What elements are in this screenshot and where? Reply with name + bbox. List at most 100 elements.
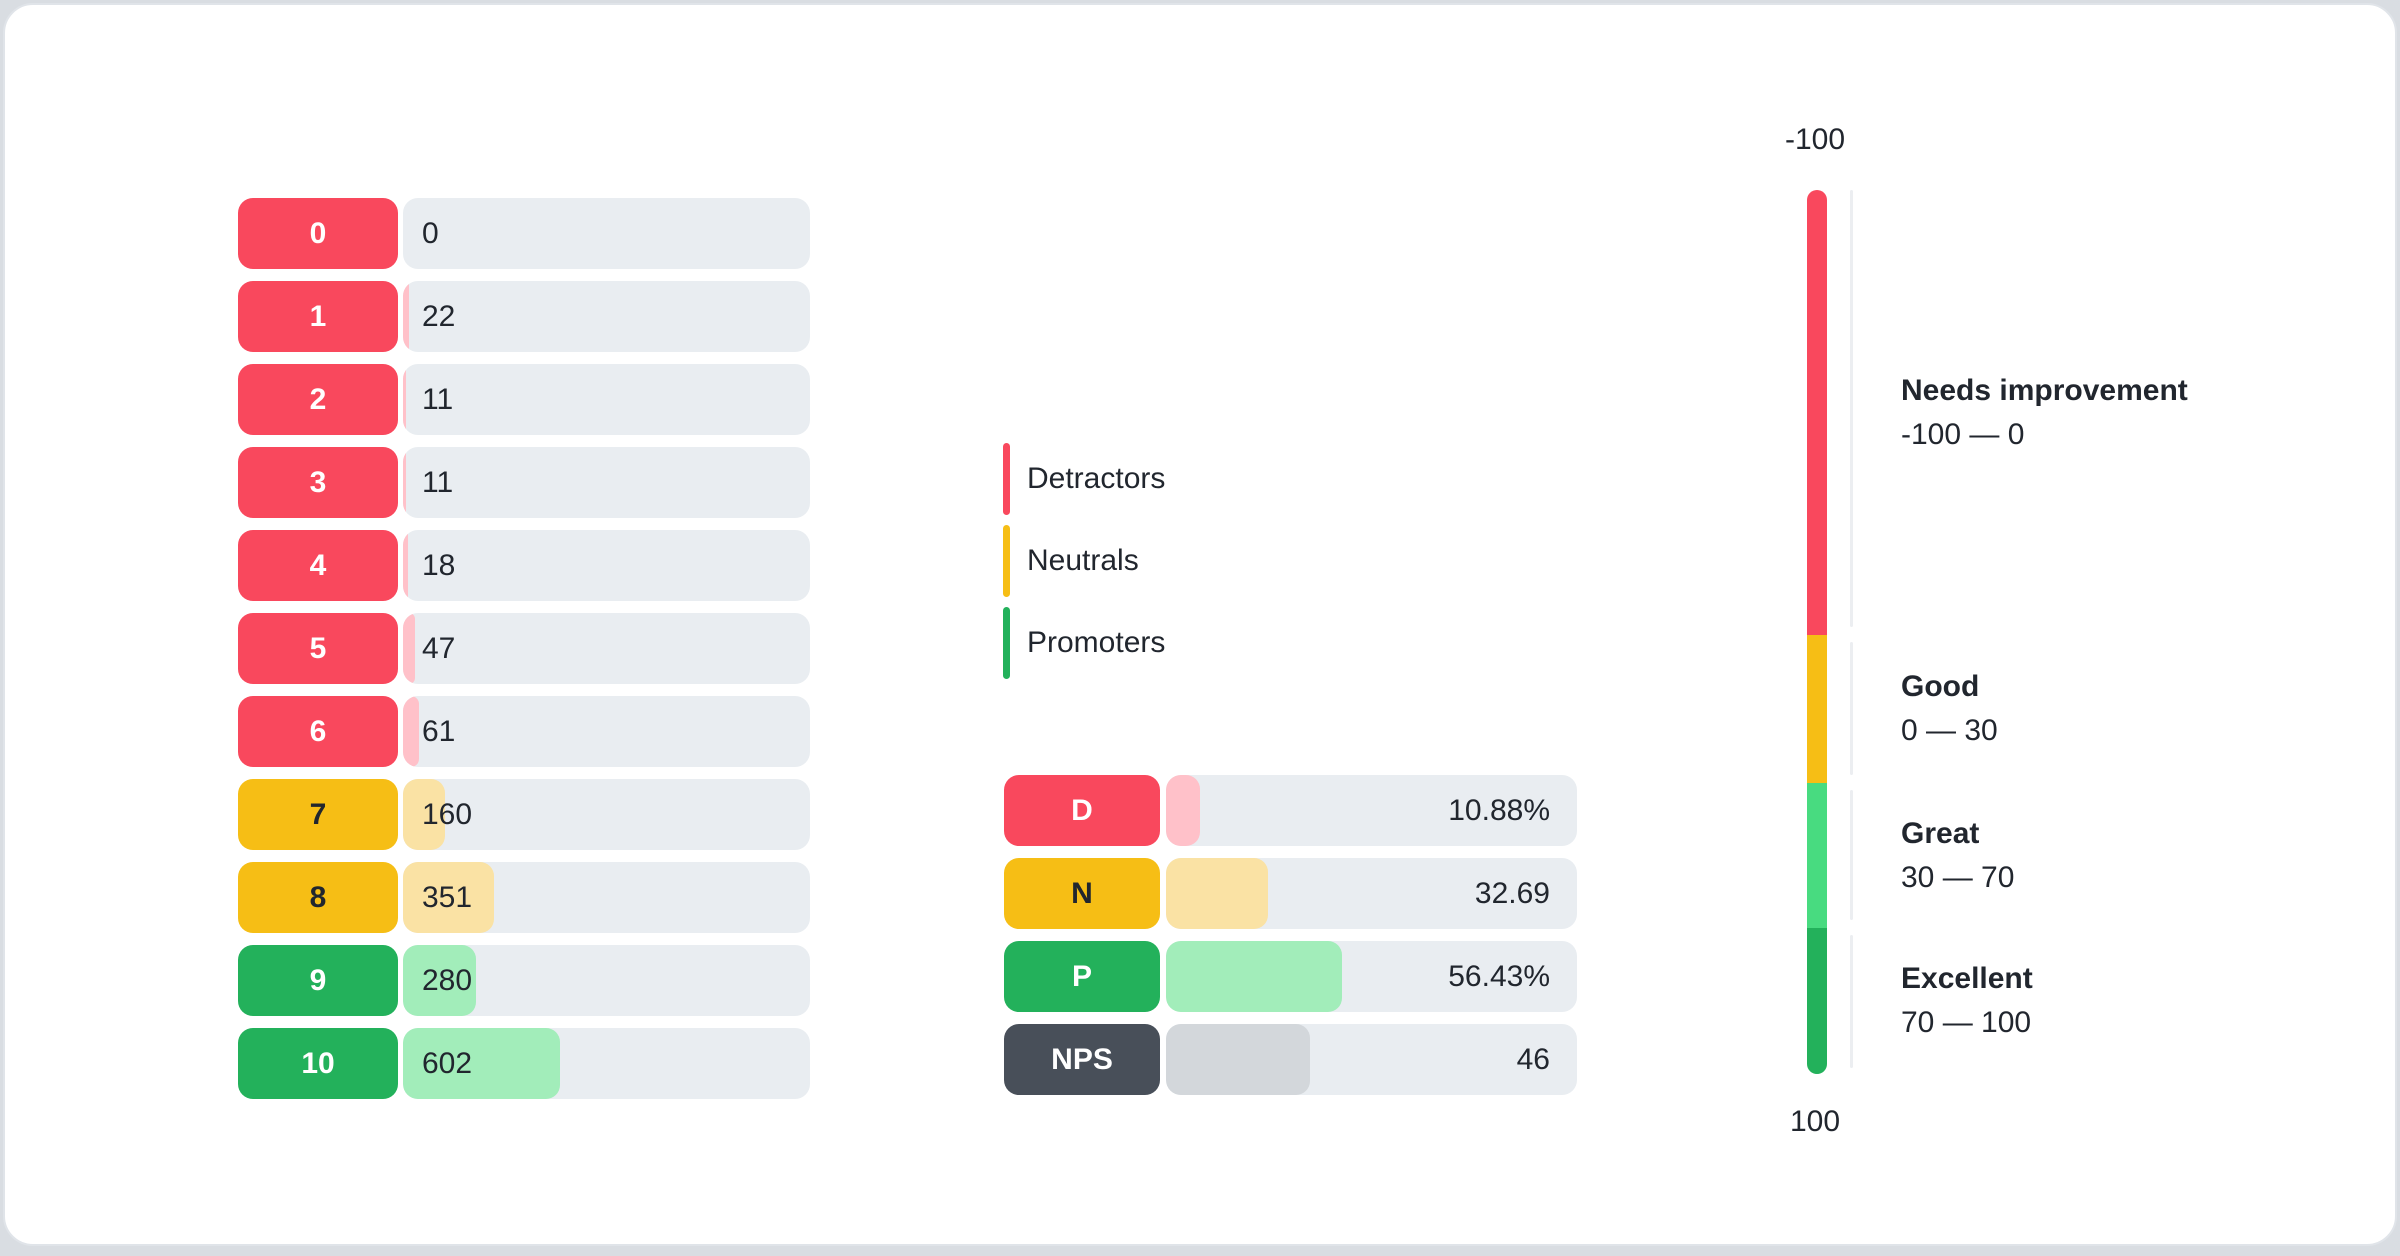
score-track: 11	[403, 447, 810, 518]
summary-d-value: 10.88%	[1448, 793, 1550, 827]
score-count: 602	[422, 1046, 473, 1080]
score-count: 18	[422, 548, 456, 582]
zone-range: -100 — 0	[1901, 417, 2025, 451]
summary-p-row: P 56.43%	[1004, 941, 1577, 1012]
score-track: 351	[403, 862, 810, 933]
score-track: 11	[403, 364, 810, 435]
score-count: 11	[422, 382, 454, 416]
score-count: 0	[422, 216, 439, 250]
score-row: 6 61	[238, 696, 810, 767]
gauge-segment-green_bright	[1807, 783, 1827, 928]
gauge-axis-segment	[1850, 790, 1853, 920]
summary-nps-badge: NPS	[1004, 1024, 1160, 1095]
summary-n-fill	[1166, 858, 1269, 929]
score-track: 22	[403, 281, 810, 352]
score-count: 280	[422, 963, 473, 997]
score-fill	[403, 779, 445, 850]
summary-n-badge: N	[1004, 858, 1160, 929]
gauge-zone-label: Needs improvement -100 — 0	[1901, 369, 2188, 457]
score-badge: 10	[238, 1028, 398, 1099]
gauge-zone-label: Good 0 — 30	[1901, 665, 1998, 753]
gauge-axis-segment	[1850, 642, 1853, 775]
legend-label: Detractors	[1027, 462, 1166, 495]
summary-p-fill	[1166, 941, 1343, 1012]
neutral-swatch	[1003, 525, 1010, 597]
score-fill	[403, 1028, 560, 1099]
gauge-axis-segment	[1850, 190, 1853, 627]
gauge-bar	[1807, 190, 1827, 1074]
summary-n-track: 32.69	[1166, 858, 1577, 929]
gauge-max-negative-label: -100	[1784, 123, 1846, 156]
legend-item-neutral: Neutrals	[1003, 525, 1139, 597]
score-row: 8 351	[238, 862, 810, 933]
summary-d-row: D 10.88%	[1004, 775, 1577, 846]
legend-label: Neutrals	[1027, 544, 1139, 577]
score-fill	[403, 613, 416, 684]
score-count: 61	[422, 714, 456, 748]
summary-nps-fill	[1166, 1024, 1310, 1095]
score-row: 7 160	[238, 779, 810, 850]
gauge-segment-green	[1807, 928, 1827, 1074]
score-count: 160	[422, 797, 473, 831]
summary-nps-value: 46	[1516, 1042, 1550, 1076]
score-track: 160	[403, 779, 810, 850]
score-badge: 1	[238, 281, 398, 352]
zone-name: Great	[1901, 816, 1980, 850]
score-badge: 9	[238, 945, 398, 1016]
score-count: 351	[422, 880, 473, 914]
score-count: 47	[422, 631, 456, 665]
gauge-segment-red	[1807, 190, 1827, 635]
score-count: 22	[422, 299, 456, 333]
zone-range: 0 — 30	[1901, 714, 1998, 747]
score-track: 280	[403, 945, 810, 1016]
score-fill	[403, 364, 406, 435]
score-fill	[403, 530, 408, 601]
nps-report-card: 0 0 1 22 2 11 3 11 4 18 5 47 6 61 7 160 8 351 9 280 10 602 De…	[3, 3, 2397, 1246]
score-badge: 6	[238, 696, 398, 767]
score-badge: 2	[238, 364, 398, 435]
zone-name: Needs improvement	[1901, 373, 2188, 407]
score-row: 4 18	[238, 530, 810, 601]
summary-p-badge: P	[1004, 941, 1160, 1012]
gauge-zone-label: Excellent 70 — 100	[1901, 957, 2033, 1045]
gauge-max-positive-label: 100	[1789, 1105, 1841, 1138]
summary-p-track: 56.43%	[1166, 941, 1577, 1012]
summary-n-value: 32.69	[1474, 876, 1550, 910]
score-row: 1 22	[238, 281, 810, 352]
score-track: 47	[403, 613, 810, 684]
score-fill	[403, 945, 476, 1016]
legend-item-promoter: Promoters	[1003, 607, 1165, 679]
zone-name: Excellent	[1901, 962, 2033, 995]
legend-item-detractor: Detractors	[1003, 443, 1165, 515]
score-fill	[403, 447, 406, 518]
zone-range: 30 — 70	[1901, 860, 2015, 894]
summary-d-badge: D	[1004, 775, 1160, 846]
score-fill	[403, 862, 495, 933]
score-badge: 0	[238, 198, 398, 269]
score-badge: 4	[238, 530, 398, 601]
gauge-zone-label: Great 30 — 70	[1901, 812, 2014, 900]
summary-n-row: N 32.69	[1004, 858, 1577, 929]
detractor-swatch	[1003, 443, 1010, 515]
zone-name: Good	[1901, 670, 1980, 703]
score-row: 10 602	[238, 1028, 810, 1099]
score-row: 5 47	[238, 613, 810, 684]
score-badge: 7	[238, 779, 398, 850]
gauge-axis-segment	[1850, 935, 1853, 1068]
score-badge: 3	[238, 447, 398, 518]
score-count: 11	[422, 465, 454, 499]
score-track: 18	[403, 530, 810, 601]
score-fill	[403, 281, 409, 352]
score-badge: 5	[238, 613, 398, 684]
summary-nps-row: NPS 46	[1004, 1024, 1577, 1095]
gauge-segment-yellow	[1807, 635, 1827, 783]
promoter-swatch	[1003, 607, 1010, 679]
summary-p-value: 56.43%	[1448, 959, 1550, 993]
score-fill	[403, 696, 419, 767]
score-track: 0	[403, 198, 810, 269]
summary-d-track: 10.88%	[1166, 775, 1577, 846]
summary-nps-track: 46	[1166, 1024, 1577, 1095]
summary-d-fill	[1166, 775, 1200, 846]
legend-label: Promoters	[1027, 626, 1166, 659]
